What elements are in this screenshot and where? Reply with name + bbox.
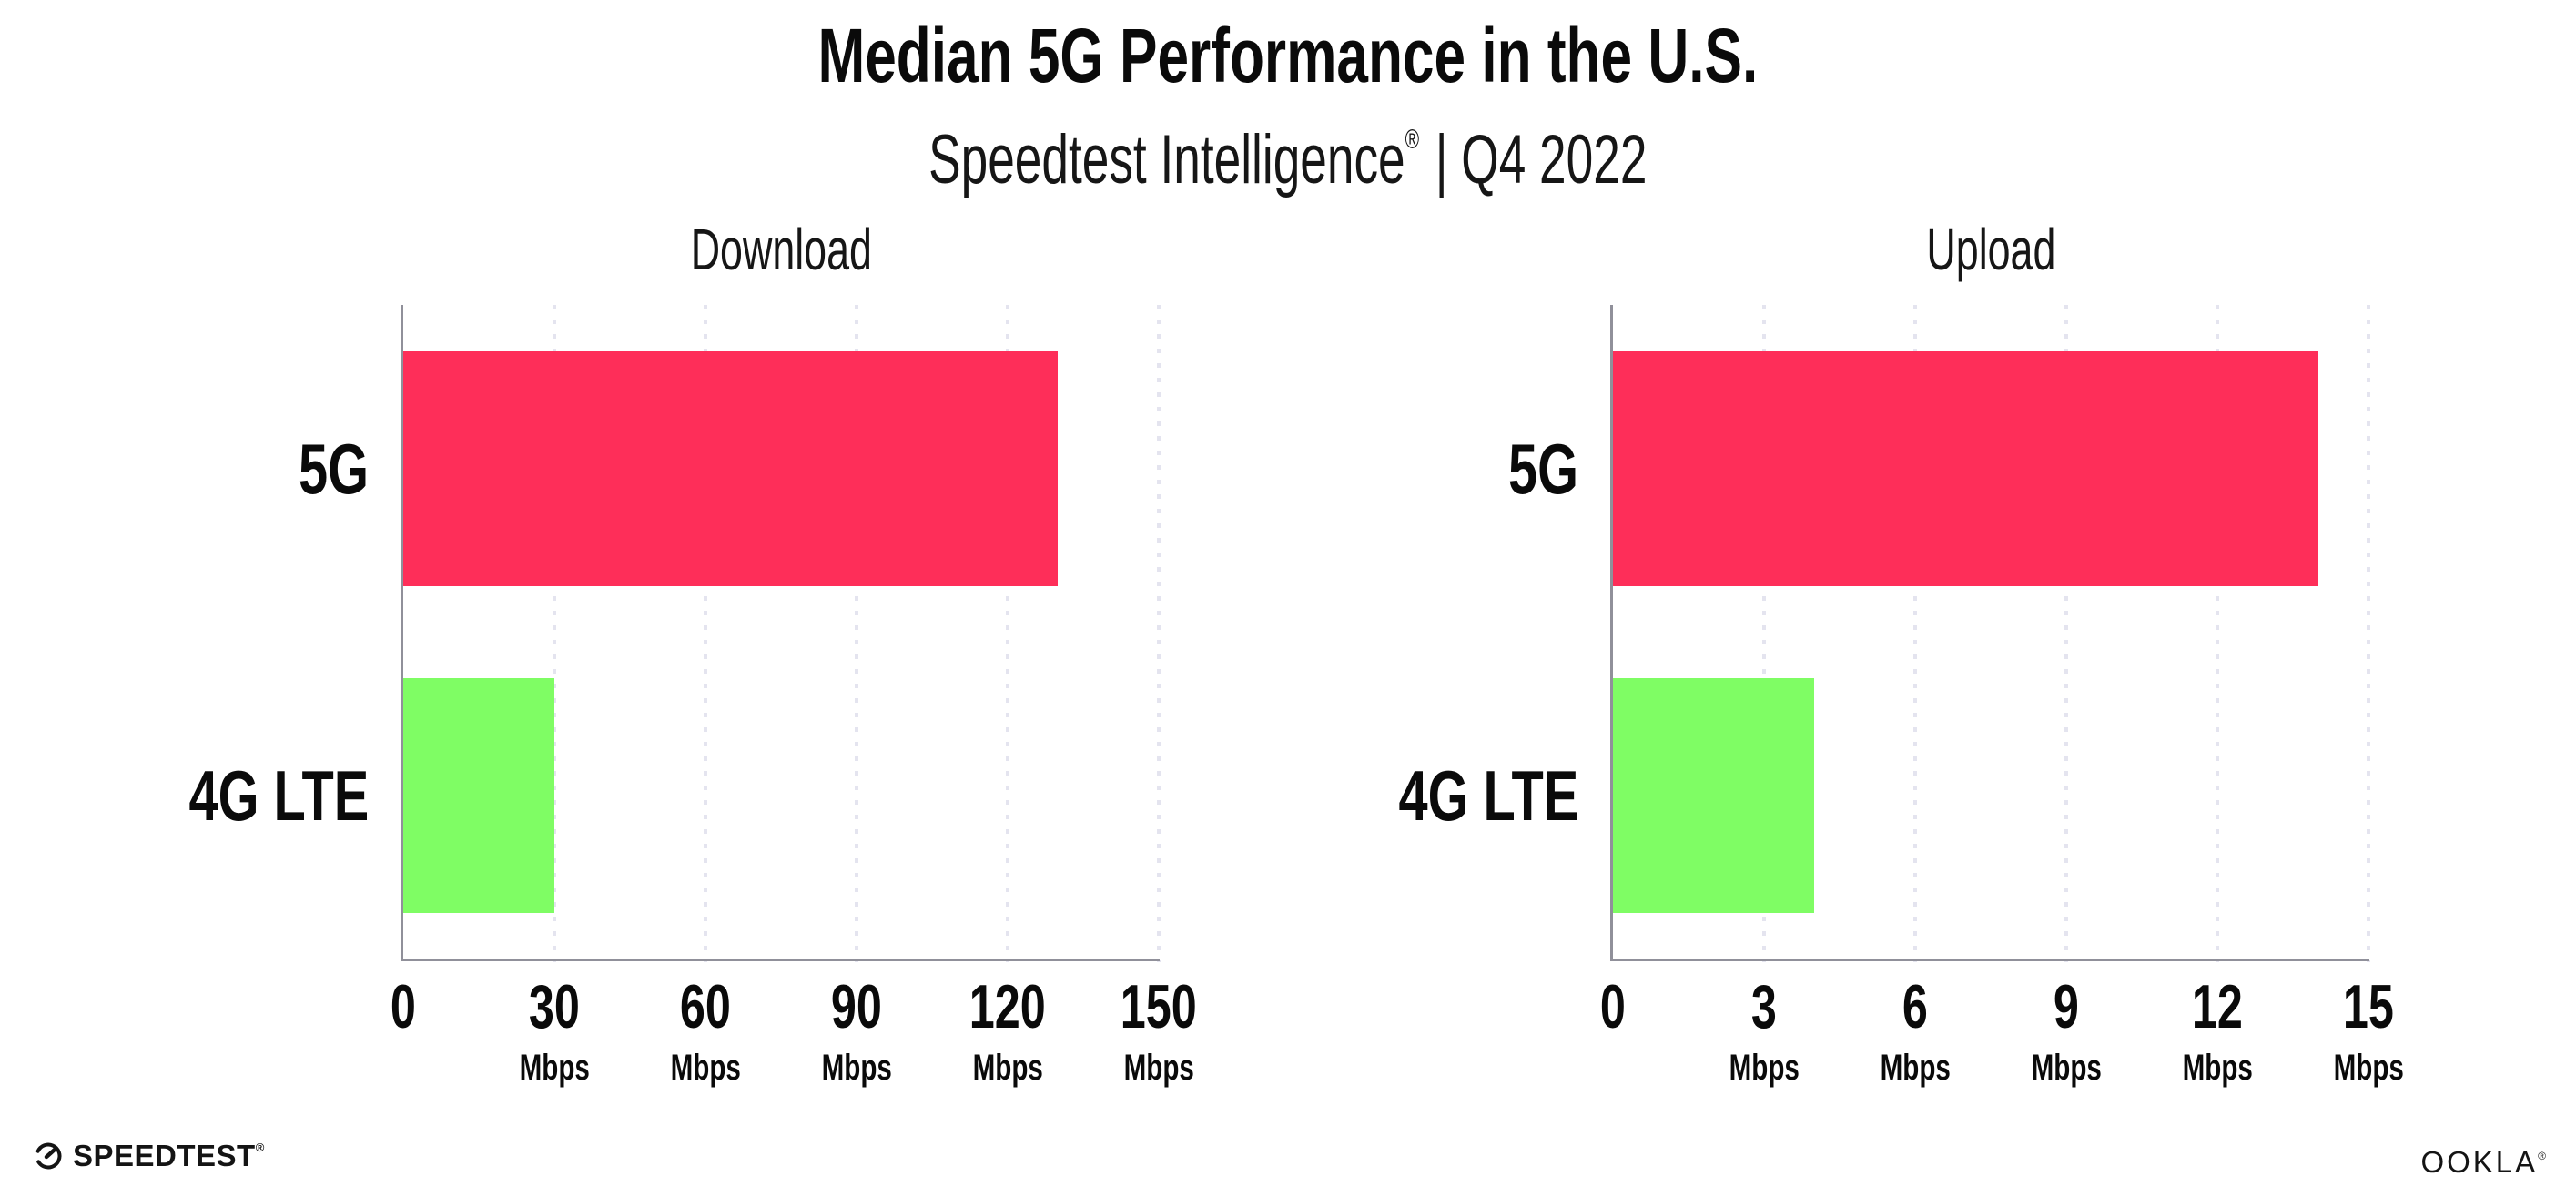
x-tick-upload-3: 3 xyxy=(1664,969,1864,1045)
gridline-upload-15 xyxy=(2367,305,2370,962)
x-tick-unit-download-90: Mbps xyxy=(756,1047,957,1089)
x-tick-value: 0 xyxy=(390,972,416,1041)
category-label-text: 4G LTE xyxy=(188,755,369,836)
x-tick-unit-download-30: Mbps xyxy=(454,1047,654,1089)
x-tick-unit-text: Mbps xyxy=(2182,1048,2253,1088)
x-tick-value: 60 xyxy=(680,972,731,1041)
bar-5g-download xyxy=(403,350,1059,586)
page-title-text: Median 5G Performance in the U.S. xyxy=(817,13,1759,98)
x-tick-value: 9 xyxy=(2053,972,2079,1041)
chart-title-download: Download xyxy=(403,211,1159,288)
gridline-download-120 xyxy=(1006,305,1009,962)
x-tick-value: 0 xyxy=(1599,972,1626,1041)
x-tick-upload-9: 9 xyxy=(1966,969,2166,1045)
x-tick-unit-text: Mbps xyxy=(821,1048,892,1088)
x-tick-download-90: 90 xyxy=(756,969,957,1045)
x-tick-unit-download-60: Mbps xyxy=(605,1047,806,1089)
category-label-5g-download: 5G xyxy=(0,418,369,520)
x-tick-unit-upload-6: Mbps xyxy=(1815,1047,2015,1089)
chart-title-text-download: Download xyxy=(690,217,872,282)
speedtest-logo: SPEEDTEST® xyxy=(33,1139,264,1173)
speedtest-trademark-icon: ® xyxy=(255,1141,265,1154)
x-tick-upload-15: 15 xyxy=(2268,969,2469,1045)
x-tick-unit-text: Mbps xyxy=(1123,1048,1194,1088)
category-label-text: 4G LTE xyxy=(1398,755,1578,836)
registered-mark-icon: ® xyxy=(1405,125,1420,155)
x-tick-value: 90 xyxy=(831,972,882,1041)
x-tick-unit-upload-15: Mbps xyxy=(2268,1047,2469,1089)
x-tick-unit-download-120: Mbps xyxy=(908,1047,1108,1089)
x-tick-download-150: 150 xyxy=(1059,969,1259,1045)
bar-4g-lte-download xyxy=(403,677,554,913)
x-tick-unit-upload-9: Mbps xyxy=(1966,1047,2166,1089)
gridline-download-150 xyxy=(1157,305,1161,962)
x-tick-unit-upload-3: Mbps xyxy=(1664,1047,1864,1089)
x-tick-download-30: 30 xyxy=(454,969,654,1045)
x-tick-value: 3 xyxy=(1750,972,1777,1041)
x-tick-value: 150 xyxy=(1121,972,1197,1041)
page-title: Median 5G Performance in the U.S. xyxy=(0,13,2576,98)
x-tick-value: 6 xyxy=(1902,972,1928,1041)
y-axis-download xyxy=(401,305,403,961)
ookla-logo: OOKLA® xyxy=(2420,1141,2546,1177)
y-axis-upload xyxy=(1610,305,1613,961)
speedtest-gauge-icon xyxy=(35,1142,62,1170)
x-tick-unit-text: Mbps xyxy=(670,1048,741,1088)
subtitle-brand: Speedtest Intelligence xyxy=(928,121,1405,198)
chart-title-upload: Upload xyxy=(1613,211,2368,288)
x-tick-unit-text: Mbps xyxy=(1729,1048,1800,1088)
gridline-upload-6 xyxy=(1913,305,1917,962)
x-tick-unit-upload-12: Mbps xyxy=(2117,1047,2317,1089)
x-tick-unit-text: Mbps xyxy=(2031,1048,2102,1088)
gridline-upload-9 xyxy=(2064,305,2068,962)
x-tick-unit-text: Mbps xyxy=(972,1048,1043,1088)
x-tick-upload-0: 0 xyxy=(1513,969,1713,1045)
page-subtitle-text: Speedtest Intelligence® | Q4 2022 xyxy=(928,96,1647,204)
category-label-4g-lte-upload: 4G LTE xyxy=(1187,745,1578,847)
category-label-4g-lte-download: 4G LTE xyxy=(0,745,369,847)
category-label-5g-upload: 5G xyxy=(1187,418,1578,520)
gridline-download-30 xyxy=(553,305,556,962)
x-tick-upload-6: 6 xyxy=(1815,969,2015,1045)
x-tick-value: 12 xyxy=(2192,972,2243,1041)
bar-5g-upload xyxy=(1613,350,2318,586)
x-tick-upload-12: 12 xyxy=(2117,969,2317,1045)
speedtest-wordmark: SPEEDTEST® xyxy=(73,1139,264,1173)
x-axis-upload xyxy=(1610,959,2369,961)
gridline-download-60 xyxy=(704,305,707,962)
bar-4g-lte-upload xyxy=(1613,677,1815,913)
subtitle-period: | Q4 2022 xyxy=(1435,121,1648,198)
x-tick-unit-text: Mbps xyxy=(2333,1048,2404,1088)
page-subtitle: Speedtest Intelligence® | Q4 2022 xyxy=(0,96,2576,198)
x-tick-value: 15 xyxy=(2343,972,2394,1041)
category-label-text: 5G xyxy=(1507,428,1578,509)
gridline-upload-3 xyxy=(1762,305,1766,962)
x-tick-download-120: 120 xyxy=(908,969,1108,1045)
x-tick-value: 30 xyxy=(529,972,580,1041)
x-tick-unit-download-150: Mbps xyxy=(1059,1047,1259,1089)
x-tick-download-0: 0 xyxy=(303,969,503,1045)
x-axis-download xyxy=(401,959,1160,961)
ookla-wordmark-text: OOKLA xyxy=(2420,1145,2539,1179)
chart-title-text-upload: Upload xyxy=(1926,217,2055,282)
ookla-trademark-icon: ® xyxy=(2538,1150,2546,1162)
x-tick-value: 120 xyxy=(969,972,1046,1041)
speedtest-wordmark-text: SPEEDTEST xyxy=(73,1139,256,1172)
x-tick-unit-text: Mbps xyxy=(519,1048,590,1088)
gridline-download-90 xyxy=(855,305,858,962)
x-tick-download-60: 60 xyxy=(605,969,806,1045)
x-tick-unit-text: Mbps xyxy=(1880,1048,1951,1088)
category-label-text: 5G xyxy=(298,428,369,509)
gridline-upload-12 xyxy=(2216,305,2219,962)
